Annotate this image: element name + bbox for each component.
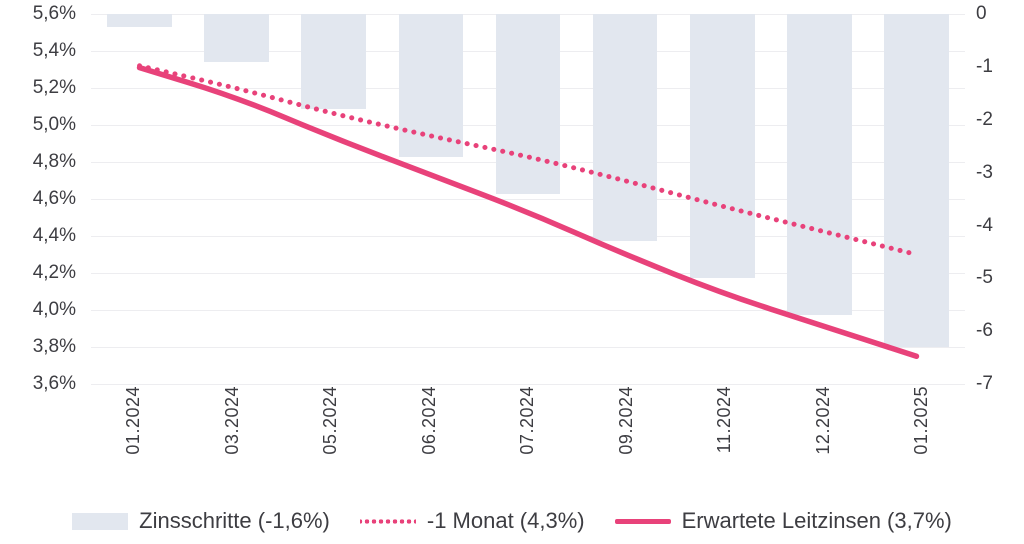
y-left-tick: 3,6% [32,373,76,394]
x-tick-label: 09.2024 [616,386,636,455]
y-left-tick: 4,8% [32,151,76,172]
y-left-tick: 4,6% [32,188,76,209]
y-right-tick: -2 [976,109,993,130]
bar [107,14,172,28]
legend-label: Erwartete Leitzinsen (3,7%) [681,508,952,533]
bar [592,14,658,242]
y-left-tick: 4,0% [32,299,76,320]
bar [398,14,464,157]
x-tick-label: 06.2024 [419,386,439,455]
y-axis-right: 0 -1 -2 -3 -4 -5 -6 -7 [968,0,1024,400]
x-axis: 01.2024 03.2024 05.2024 06.2024 07.2024 … [91,386,965,491]
x-tick-label: 01.2024 [123,386,143,455]
x-tick-label: 07.2024 [517,386,537,455]
bar [884,14,949,347]
gridline [91,384,965,385]
y-right-tick: -7 [976,373,993,394]
y-right-tick: -1 [976,56,993,77]
bar [787,14,852,316]
y-left-tick: 5,2% [32,77,76,98]
dotted-line-path [137,63,919,257]
legend-label: Zinsschritte (-1,6%) [139,508,330,533]
gridline [91,199,965,200]
y-left-tick: 4,4% [32,225,76,246]
y-axis-left: 5,6% 5,4% 5,2% 5,0% 4,8% 4,6% 4,4% 4,2% … [0,0,84,400]
bar [204,14,269,62]
y-left-tick: 4,2% [32,262,76,283]
solid-line-swatch-icon [614,518,671,524]
legend-item-zinsschritte[interactable]: Zinsschritte (-1,6%) [72,508,330,534]
bar [495,14,561,194]
bar [689,14,755,279]
x-tick-label: 03.2024 [222,386,242,455]
y-left-tick: 5,0% [32,114,76,135]
chart-legend: Zinsschritte (-1,6%) -1 Monat (4,3%) Erw… [0,498,1024,544]
y-right-tick: -6 [976,320,993,341]
solid-line-path [136,64,920,359]
gridline [91,273,965,274]
y-left-tick: 3,8% [32,336,76,357]
dotted-line-swatch-icon [359,518,416,524]
y-right-tick: -4 [976,215,993,236]
x-tick-label: 12.2024 [813,386,833,455]
y-right-tick: -3 [976,162,993,183]
legend-label: -1 Monat (4,3%) [426,508,585,533]
bar-swatch-icon [72,512,129,530]
x-tick-label: 05.2024 [320,386,340,455]
gridline [91,347,965,348]
y-left-tick: 5,6% [32,3,76,24]
plot-area [91,14,965,385]
bar [301,14,367,110]
y-right-tick: 0 [976,3,987,24]
gridline [91,236,965,237]
gridline [91,310,965,311]
y-left-tick: 5,4% [32,40,76,61]
x-tick-label: 01.2025 [911,386,931,455]
x-tick-label: 11.2024 [714,386,734,454]
legend-item-erwartete-leitzinsen[interactable]: Erwartete Leitzinsen (3,7%) [614,508,952,534]
legend-item-minus-1-monat[interactable]: -1 Monat (4,3%) [359,508,585,534]
y-right-tick: -5 [976,267,993,288]
